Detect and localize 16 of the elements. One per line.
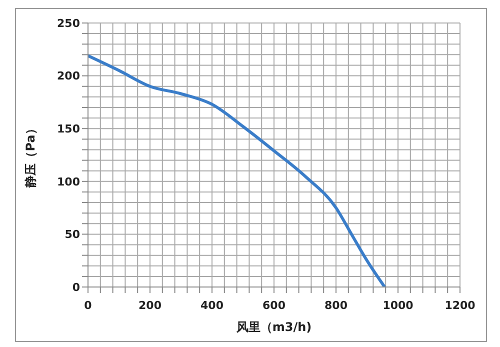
y-tick-label: 250 [57,16,80,30]
y-axis-title: 静压（Pa） [23,122,38,188]
y-tick-label: 200 [57,70,80,83]
y-tick-label: 150 [57,122,80,136]
x-tick-label: 200 [138,298,162,312]
y-tick-label: 100 [57,175,80,188]
y-tick-label: 50 [64,228,80,242]
x-tick-label: 0 [84,298,92,312]
x-tick-label: 800 [324,298,348,312]
line-series [88,54,386,287]
x-tick-label: 1000 [382,298,414,312]
x-axis-title: 风里（m3/h) [235,320,312,334]
x-tick-label: 1200 [444,298,476,312]
x-tick-label: 600 [262,298,286,312]
x-tick-label: 400 [200,298,224,312]
y-tick-label: 0 [72,280,80,294]
